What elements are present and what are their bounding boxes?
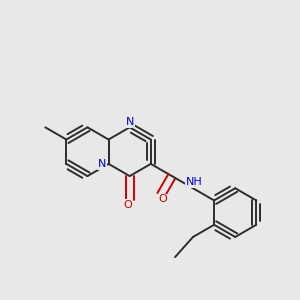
Text: O: O <box>124 200 132 210</box>
Text: N: N <box>125 117 134 127</box>
Text: O: O <box>158 194 167 205</box>
Text: N: N <box>98 159 106 169</box>
Text: NH: NH <box>186 177 202 187</box>
